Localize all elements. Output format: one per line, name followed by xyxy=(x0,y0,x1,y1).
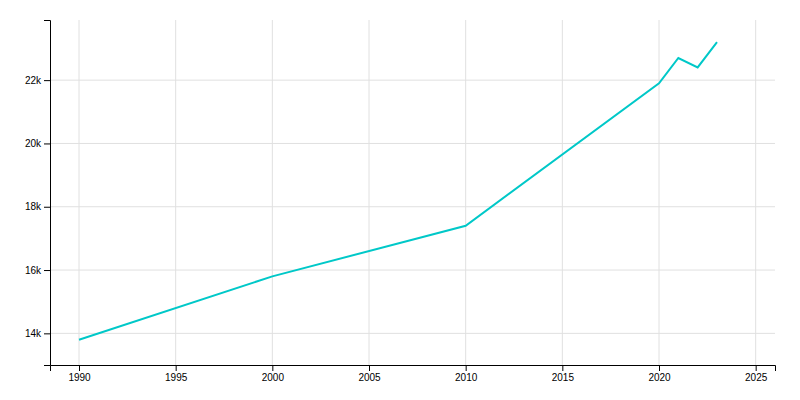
y-tick: 20k xyxy=(25,138,50,149)
y-tick-label: 22k xyxy=(25,75,42,86)
x-tick-mark xyxy=(272,365,273,371)
line xyxy=(79,42,717,340)
marks xyxy=(79,42,717,340)
x-tick-label: 2020 xyxy=(648,372,671,383)
x-tick-mark xyxy=(79,365,80,371)
x-tick-label: 1995 xyxy=(165,372,188,383)
y-tick-mark xyxy=(44,333,50,334)
x-grid-line xyxy=(272,20,273,365)
x-grid-line xyxy=(175,20,176,365)
x-tick-label: 2015 xyxy=(552,372,575,383)
y-axis: 14k 16k 18k 20k 22k xyxy=(25,21,51,366)
y-axis-line xyxy=(44,21,51,366)
y-tick-label: 20k xyxy=(25,138,42,149)
y-grid-line xyxy=(50,333,775,334)
y-tick-label: 18k xyxy=(25,201,42,212)
x-grid-line xyxy=(369,20,370,365)
x-tick: 2000 xyxy=(262,365,285,383)
y-grid-line xyxy=(50,80,775,81)
x-tick: 2020 xyxy=(648,365,671,383)
y-tick-mark xyxy=(44,143,50,144)
y-tick: 16k xyxy=(25,265,50,276)
y-tick: 14k xyxy=(25,328,50,339)
x-tick-label: 2000 xyxy=(262,372,285,383)
y-grid-line xyxy=(50,270,775,271)
x-tick-label: 2010 xyxy=(455,372,478,383)
x-tick-mark xyxy=(659,365,660,371)
x-grid-line xyxy=(659,20,660,365)
x-tick: 2010 xyxy=(455,365,478,383)
x-axis: 1990 1995 2000 2005 2010 2015 2020 2025 xyxy=(51,365,776,383)
x-axis-line xyxy=(51,366,776,372)
x-grid-line xyxy=(79,20,80,365)
x-grid-line xyxy=(465,20,466,365)
y-tick: 18k xyxy=(25,201,50,212)
x-tick: 1990 xyxy=(68,365,91,383)
x-tick: 1995 xyxy=(165,365,188,383)
x-tick-mark xyxy=(562,365,563,371)
y-tick: 22k xyxy=(25,75,50,86)
x-grid-line xyxy=(562,20,563,365)
y-tick-label: 16k xyxy=(25,265,42,276)
x-tick-label: 2005 xyxy=(358,372,381,383)
y-tick-mark xyxy=(44,207,50,208)
plot: 1990 1995 2000 2005 2010 2015 2020 2025 14k 16k 18… xyxy=(25,20,776,383)
x-tick-mark xyxy=(176,365,177,371)
x-grid-line xyxy=(755,20,756,365)
x-tick: 2015 xyxy=(552,365,575,383)
y-tick-label: 14k xyxy=(25,328,42,339)
y-tick-mark xyxy=(44,270,50,271)
grid xyxy=(50,20,775,365)
y-grid-line xyxy=(50,206,775,207)
x-tick: 2025 xyxy=(745,365,768,383)
x-tick-mark xyxy=(369,365,370,371)
x-tick-label: 1990 xyxy=(68,372,91,383)
x-tick-mark xyxy=(756,365,757,371)
x-tick: 2005 xyxy=(358,365,381,383)
chart: 1990 1995 2000 2005 2010 2015 2020 2025 14k 16k 18… xyxy=(0,0,800,400)
y-tick-mark xyxy=(44,80,50,81)
x-tick-mark xyxy=(466,365,467,371)
y-grid-line xyxy=(50,143,775,144)
x-tick-label: 2025 xyxy=(745,372,768,383)
